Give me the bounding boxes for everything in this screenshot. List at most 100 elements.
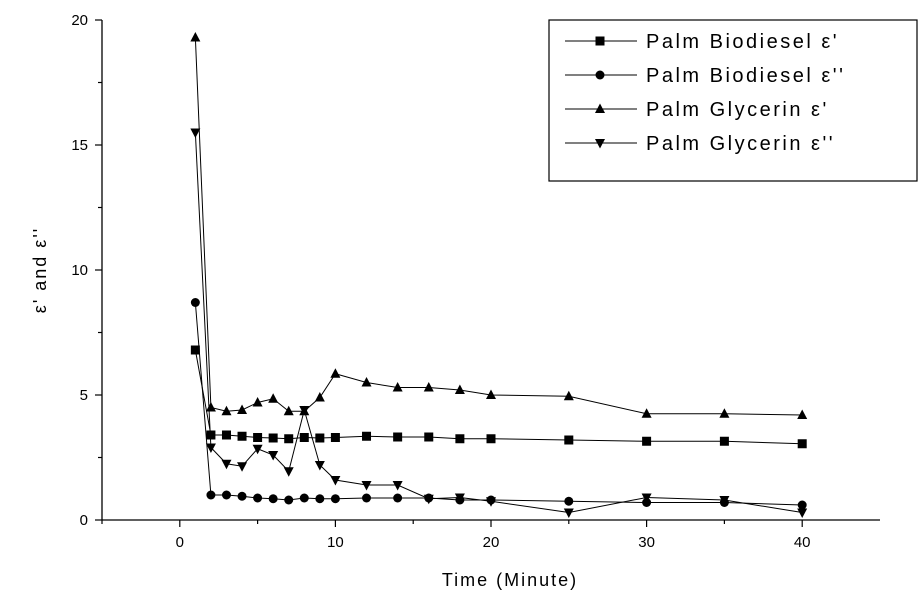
- series-4: [190, 128, 808, 518]
- data-point: [641, 408, 652, 418]
- data-point: [361, 481, 372, 491]
- data-point: [486, 389, 496, 399]
- data-point: [190, 128, 201, 138]
- x-tick-label: 10: [327, 534, 344, 551]
- legend-box: [548, 19, 918, 182]
- data-point: [253, 493, 263, 503]
- series-line: [194, 132, 803, 514]
- y-tick-label: 5: [80, 387, 88, 404]
- y-axis-title: ε' and ε'': [30, 227, 50, 313]
- data-point: [330, 494, 340, 504]
- data-point: [719, 408, 730, 418]
- legend-item: Palm Glycerin ε'': [565, 133, 835, 155]
- data-point: [268, 451, 279, 461]
- data-point: [641, 493, 652, 503]
- data-point: [237, 404, 248, 414]
- legend-item: Palm Biodiesel ε'': [565, 65, 845, 87]
- data-point: [268, 494, 278, 504]
- data-point: [205, 443, 216, 453]
- data-point: [486, 434, 496, 444]
- data-point: [454, 493, 465, 503]
- data-point: [283, 405, 294, 416]
- legend: Palm Biodiesel ε' Palm Biodiesel ε'' Palm …: [548, 19, 918, 182]
- data-point: [563, 508, 574, 518]
- x-tick-label: 20: [483, 534, 500, 551]
- data-point: [392, 382, 403, 392]
- data-point: [253, 433, 263, 442]
- data-point: [424, 432, 434, 442]
- data-point: [486, 497, 496, 507]
- axes: 0 10 20 30 40 0 5 10 15 20: [71, 12, 880, 551]
- data-point: [268, 433, 278, 443]
- x-axis-title: Time (Minute): [442, 570, 578, 590]
- legend-label: Palm Glycerin ε': [646, 99, 829, 121]
- legend-label: Palm Biodiesel ε'': [646, 65, 845, 87]
- data-point: [719, 436, 729, 446]
- data-point: [252, 444, 263, 455]
- data-point: [393, 432, 403, 442]
- legend-marker: [595, 36, 605, 46]
- series-line: [194, 349, 803, 445]
- legend-item: Palm Glycerin ε': [565, 99, 829, 121]
- series-3: [190, 32, 808, 419]
- data-point: [393, 493, 403, 503]
- data-point: [719, 496, 730, 506]
- data-point: [252, 397, 263, 407]
- data-point: [284, 495, 294, 505]
- data-point: [221, 430, 231, 440]
- data-point: [423, 494, 434, 505]
- data-point: [221, 405, 232, 416]
- data-point: [564, 435, 574, 445]
- data-point: [221, 490, 231, 500]
- series-1: [190, 345, 807, 449]
- legend-marker: [595, 70, 605, 80]
- data-point: [563, 390, 574, 401]
- series-2: [190, 298, 807, 510]
- data-point: [455, 434, 465, 444]
- y-tick-label: 15: [71, 137, 88, 154]
- data-point: [361, 377, 372, 387]
- legend-label: Palm Biodiesel ε': [646, 31, 839, 53]
- data-point: [284, 434, 294, 444]
- y-tick-label: 10: [71, 262, 88, 279]
- series-line: [194, 302, 803, 506]
- data-point: [564, 496, 574, 506]
- data-point: [190, 32, 201, 42]
- data-point: [797, 439, 807, 449]
- legend-marker: [595, 139, 605, 149]
- data-point: [268, 393, 279, 403]
- data-point: [314, 461, 325, 471]
- data-point: [314, 392, 325, 402]
- data-point: [206, 490, 216, 500]
- legend-item: Palm Biodiesel ε': [565, 31, 839, 53]
- x-tick-label: 30: [638, 534, 655, 551]
- data-point: [206, 430, 216, 440]
- data-point: [423, 382, 434, 392]
- data-point: [330, 368, 341, 378]
- data-point: [797, 508, 808, 518]
- x-tick-label: 40: [794, 534, 811, 551]
- legend-label: Palm Glycerin ε'': [646, 133, 835, 155]
- data-point: [283, 467, 294, 477]
- data-point: [315, 494, 325, 504]
- data-point: [299, 433, 309, 442]
- y-tick-label: 0: [80, 512, 88, 529]
- data-point: [362, 431, 372, 441]
- series-layer: [190, 32, 808, 518]
- data-point: [330, 433, 340, 442]
- data-point: [642, 436, 652, 446]
- legend-marker: [595, 103, 605, 113]
- data-point: [797, 409, 808, 419]
- data-point: [237, 431, 247, 441]
- data-point: [454, 384, 465, 394]
- data-point: [221, 459, 232, 470]
- y-tick-label: 20: [71, 12, 88, 29]
- x-tick-label: 0: [176, 534, 184, 551]
- data-point: [330, 476, 341, 486]
- data-point: [299, 493, 309, 503]
- data-point: [190, 345, 200, 355]
- data-point: [299, 406, 310, 416]
- data-point: [315, 433, 325, 443]
- data-point: [190, 298, 200, 307]
